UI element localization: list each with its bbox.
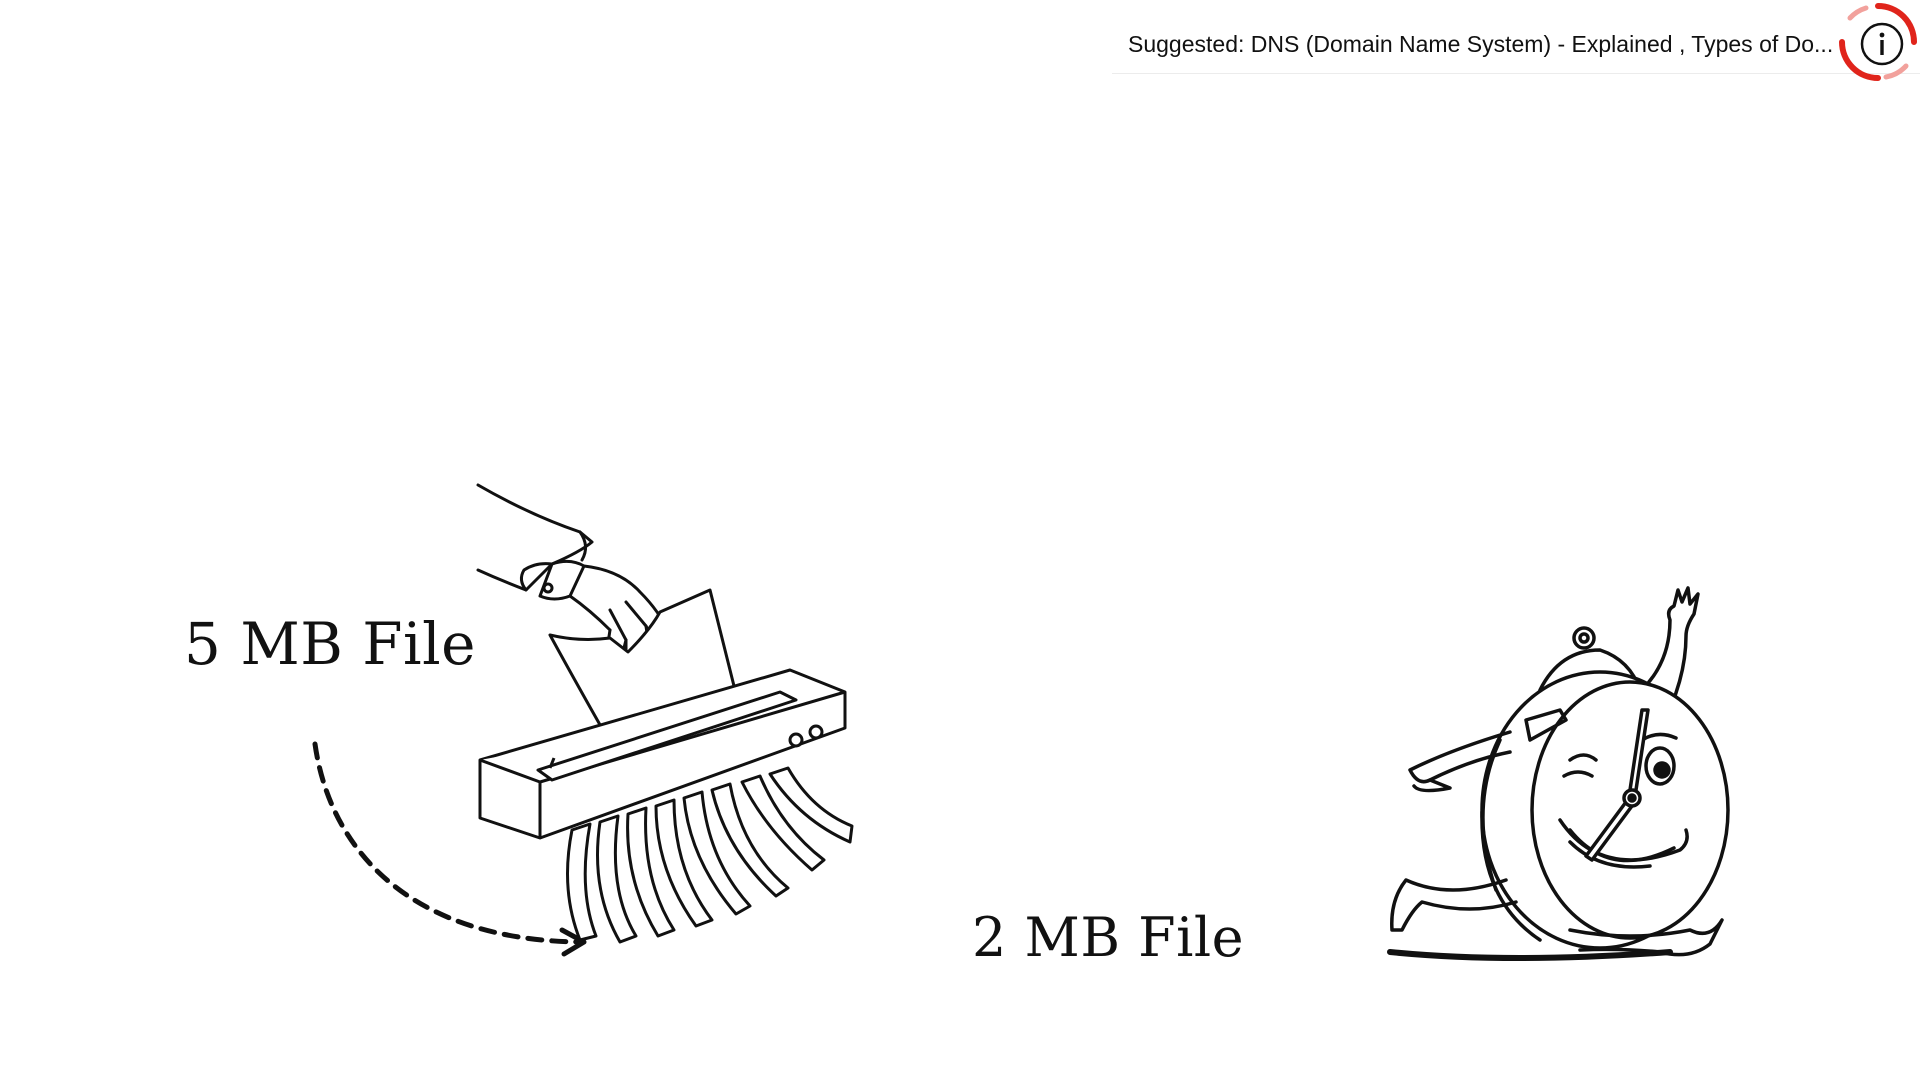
suggested-video-title[interactable]: Suggested: DNS (Domain Name System) - Ex… xyxy=(1128,31,1834,57)
source-file-label: 5 MB File xyxy=(184,610,476,678)
suggested-video-bar[interactable]: Suggested: DNS (Domain Name System) - Ex… xyxy=(1112,0,1920,81)
running-clock-illustration xyxy=(1387,586,1730,961)
shredder-illustration xyxy=(476,483,854,944)
info-button[interactable] xyxy=(1836,0,1920,84)
info-icon xyxy=(1839,3,1917,81)
result-file-label: 2 MB File xyxy=(972,906,1245,969)
dashed-arrow xyxy=(312,741,587,957)
